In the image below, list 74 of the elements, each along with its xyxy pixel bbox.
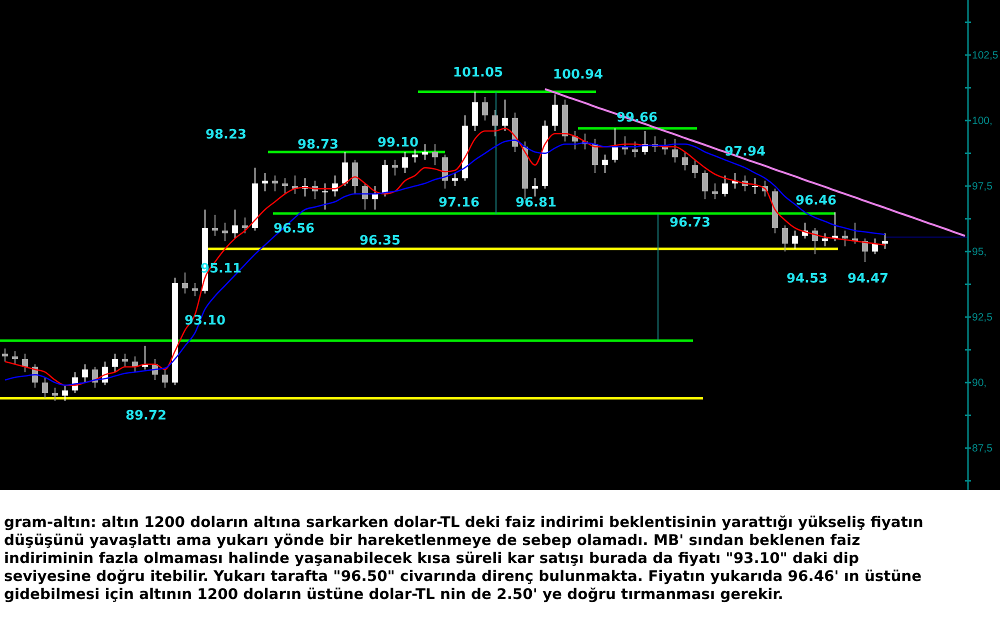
candlestick: [432, 144, 438, 166]
annotation: 97.94: [724, 144, 766, 160]
annotation: 98.73: [297, 138, 339, 153]
y-tick-label: 95,: [972, 246, 987, 258]
candlestick: [342, 151, 348, 187]
candlestick: [162, 368, 168, 388]
candlestick: [222, 222, 228, 242]
candlestick: [12, 350, 18, 365]
candlestick: [322, 182, 328, 210]
candlestick: [792, 230, 798, 250]
annotation: 96.81: [515, 196, 557, 211]
candlestick: [82, 364, 88, 384]
candlestick: [232, 209, 238, 239]
candlestick: [182, 272, 188, 294]
annotation: 96.46: [795, 194, 837, 209]
annotation: 98.23: [205, 128, 247, 143]
candlestick: [272, 175, 278, 192]
y-tick-label: 87,5: [972, 442, 993, 455]
candlestick: [412, 148, 418, 163]
candlestick: [632, 140, 638, 158]
candlestick: [782, 224, 788, 252]
candlestick: [612, 128, 618, 163]
candlestick: [692, 159, 698, 179]
candlestick: [422, 144, 428, 160]
annotation: 99.10: [377, 136, 419, 151]
candlestick: [682, 151, 688, 171]
y-tick-label: 90,: [972, 377, 987, 390]
candlestick: [552, 94, 558, 132]
candlestick: [242, 216, 248, 234]
annotation: 94.53: [786, 272, 828, 287]
candlestick: [472, 91, 478, 132]
candlestick: [712, 182, 718, 200]
candlestick: [352, 159, 358, 194]
candlestick: [112, 353, 118, 373]
annotation: 94.47: [847, 272, 889, 287]
annotation: 96.35: [359, 234, 401, 249]
candlestick: [752, 178, 758, 194]
y-tick-label: 100,: [972, 115, 992, 128]
candlestick: [62, 384, 68, 402]
candlestick: [42, 376, 48, 399]
candlestick: [722, 175, 728, 198]
candlestick: [262, 172, 268, 192]
candlestick: [822, 232, 828, 247]
candlestick: [52, 387, 58, 402]
candlestick: [442, 154, 448, 190]
candlestick: [502, 99, 508, 132]
annotation: 97.16: [438, 196, 480, 211]
y-tick-label: 102,5: [972, 50, 998, 62]
candlestick: [282, 178, 288, 194]
candlestick: [362, 182, 368, 210]
y-tick-label: 92,5: [972, 312, 993, 324]
candlestick: [672, 138, 678, 163]
candlestick: [702, 170, 708, 200]
text: gram-altın: altın 1200 doların altına sarkarken dolar-TL deki faiz indirimi beklentisinin yarattığı yükseliş fiyatın düşüşünü yavaşlattı ama yukarı yönde bir hareketlenmeye de sebep olamadı. MB' sından beklenen faiz indiriminin fazla olmaması halinde yaşanabilecek kısa süreli kar satışı burada da fiyatı "93.10" daki dip seviyesine doğru itebilir. Yukarı tarafta "96.50" civarında direnç bulunmakta. Fiyatın yukarıda 96.46' ın üstüne gidebilmesi için altının 1200 doların üstüne dolar-TL nin de 2.50' ye doğru tırmanması gerekir.: [3, 513, 924, 604]
candlestick: [192, 282, 198, 297]
candlestick: [482, 96, 488, 122]
candlestick: [492, 110, 498, 137]
candlestick: [842, 230, 848, 247]
candlestick: [212, 214, 218, 236]
annotation: 101.05: [452, 66, 504, 81]
candlestick: [392, 159, 398, 176]
candlestick: [402, 151, 408, 174]
candlestick: [532, 178, 538, 198]
annotation: 100.94: [552, 68, 604, 83]
candlestick: [2, 348, 8, 362]
candlestick: [452, 172, 458, 187]
annotation: 89.72: [125, 408, 167, 424]
candlestick: [602, 154, 608, 174]
candlestick: [22, 353, 28, 373]
candlestick: [122, 353, 128, 368]
y-tick-label: 97,5: [972, 180, 993, 193]
annotation: 96.73: [669, 216, 711, 231]
candlestick: [882, 232, 888, 250]
candlestick: [872, 238, 878, 255]
